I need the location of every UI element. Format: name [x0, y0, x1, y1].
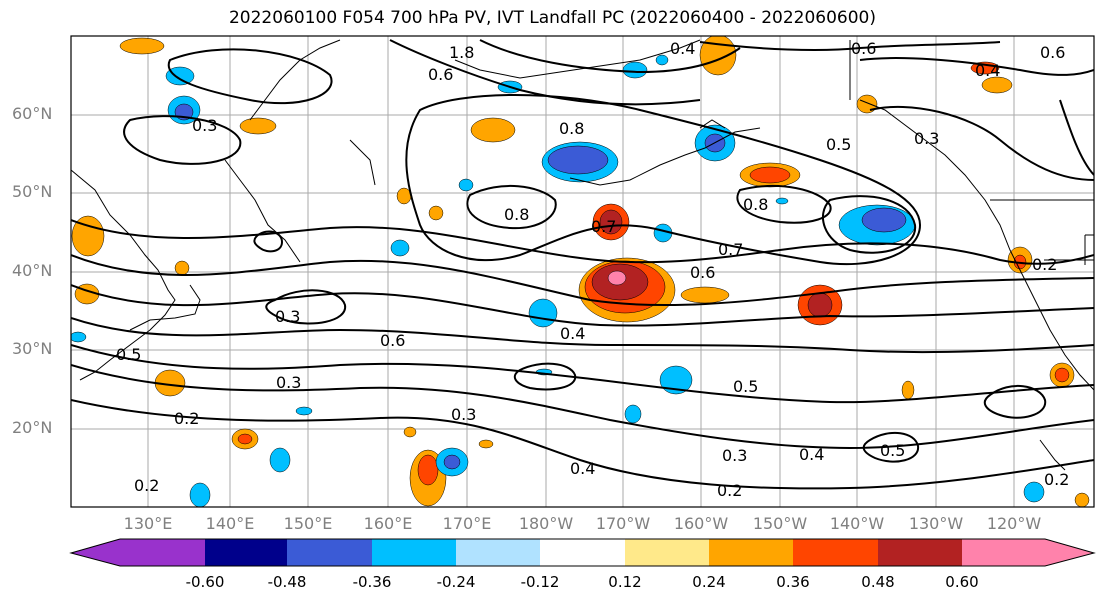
colorbar-tick-label: -0.12	[520, 573, 560, 591]
lat-label: 60°N	[12, 104, 53, 123]
colorbar-segment	[709, 539, 793, 566]
lon-label: 150°E	[283, 514, 333, 533]
contour-label: 0.3	[276, 373, 301, 392]
contour-label-group: 0.8 0.8 0.7 0.7 0.6 0.6 0.5 0.5 0.4 0.4 …	[116, 39, 1069, 500]
contour-label: 0.2	[1032, 255, 1057, 274]
contour-label: 0.4	[570, 459, 595, 478]
contour-label: 0.4	[975, 61, 1000, 80]
contour-label: 0.2	[134, 476, 159, 495]
lon-label: 130°W	[908, 514, 964, 533]
lat-label: 20°N	[12, 418, 53, 437]
lat-label: 40°N	[12, 261, 53, 280]
contour-label: 0.5	[880, 441, 905, 460]
contour-label: 0.5	[733, 377, 758, 396]
contour-label: 0.2	[1044, 470, 1069, 489]
colorbar-tick-label: 0.36	[776, 573, 810, 591]
contour-label: 1.8	[449, 43, 474, 62]
contour-label: 0.3	[722, 446, 747, 465]
contour-label: 0.5	[826, 135, 851, 154]
contour-label: 0.4	[670, 39, 695, 58]
contour-label: 0.6	[428, 65, 453, 84]
contour-label: 0.3	[914, 129, 939, 148]
colorbar-segment	[287, 539, 372, 566]
contour-label: 0.4	[560, 324, 585, 343]
lat-label: 30°N	[12, 339, 53, 358]
colorbar-extend-high	[1045, 539, 1094, 566]
colorbar-segment	[205, 539, 287, 566]
lon-label: 140°W	[829, 514, 885, 533]
pv-shading	[71, 36, 1090, 507]
colorbar-tick-label: 0.12	[608, 573, 642, 591]
contour-label: 0.8	[743, 195, 768, 214]
map-title: 2022060100 F054 700 hPa PV, IVT Landfall…	[228, 8, 876, 28]
contour-label: 0.7	[718, 240, 743, 259]
coastlines	[71, 39, 1094, 471]
contour-label: 0.6	[690, 263, 715, 282]
contour-label: 0.6	[1040, 43, 1065, 62]
lon-label: 160°E	[363, 514, 413, 533]
colorbar-tick-label: 0.60	[945, 573, 979, 591]
colorbar-tick-label: -0.48	[267, 573, 307, 591]
contour-label: 0.7	[591, 217, 616, 236]
colorbar-segment	[120, 539, 205, 566]
colorbar-tick-label: -0.24	[436, 573, 476, 591]
lon-label: 130°E	[123, 514, 173, 533]
contour-label: 0.8	[504, 205, 529, 224]
lon-label: 160°W	[673, 514, 729, 533]
map-gridlines	[71, 36, 1094, 507]
contour-label: 0.2	[174, 409, 199, 428]
contour-label: 0.6	[851, 39, 876, 58]
lon-label: 120°W	[986, 514, 1042, 533]
colorbar-tick-label: -0.36	[352, 573, 392, 591]
colorbar	[69, 538, 1096, 567]
colorbar-tick-label: 0.48	[861, 573, 895, 591]
contour-label: 0.2	[717, 481, 742, 500]
colorbar-tick-label: 0.24	[692, 573, 726, 591]
contour-label: 0.3	[192, 116, 217, 135]
colorbar-segment	[878, 539, 962, 566]
lon-label: 170°E	[442, 514, 492, 533]
colorbar-segment	[540, 539, 625, 566]
colorbar-segment	[372, 539, 456, 566]
contour-label: 0.5	[116, 345, 141, 364]
lon-label: 140°E	[205, 514, 255, 533]
colorbar-tick-label: -0.60	[185, 573, 225, 591]
contour-label: 0.3	[451, 405, 476, 424]
colorbar-segment	[962, 539, 1045, 566]
colorbar-segment	[456, 539, 540, 566]
lon-label: 150°W	[752, 514, 808, 533]
pv-contours	[71, 39, 1094, 490]
map-frame	[70, 35, 1095, 508]
lon-label: 180°W	[518, 514, 574, 533]
contour-label: 0.6	[380, 331, 405, 350]
colorbar-extend-low	[71, 539, 120, 566]
colorbar-segment	[625, 539, 709, 566]
contour-label: 0.8	[559, 119, 584, 138]
contour-label: 0.4	[799, 445, 824, 464]
contour-label: 0.3	[275, 307, 300, 326]
lon-label: 170°W	[595, 514, 651, 533]
colorbar-segment	[793, 539, 878, 566]
lat-label: 50°N	[12, 182, 53, 201]
